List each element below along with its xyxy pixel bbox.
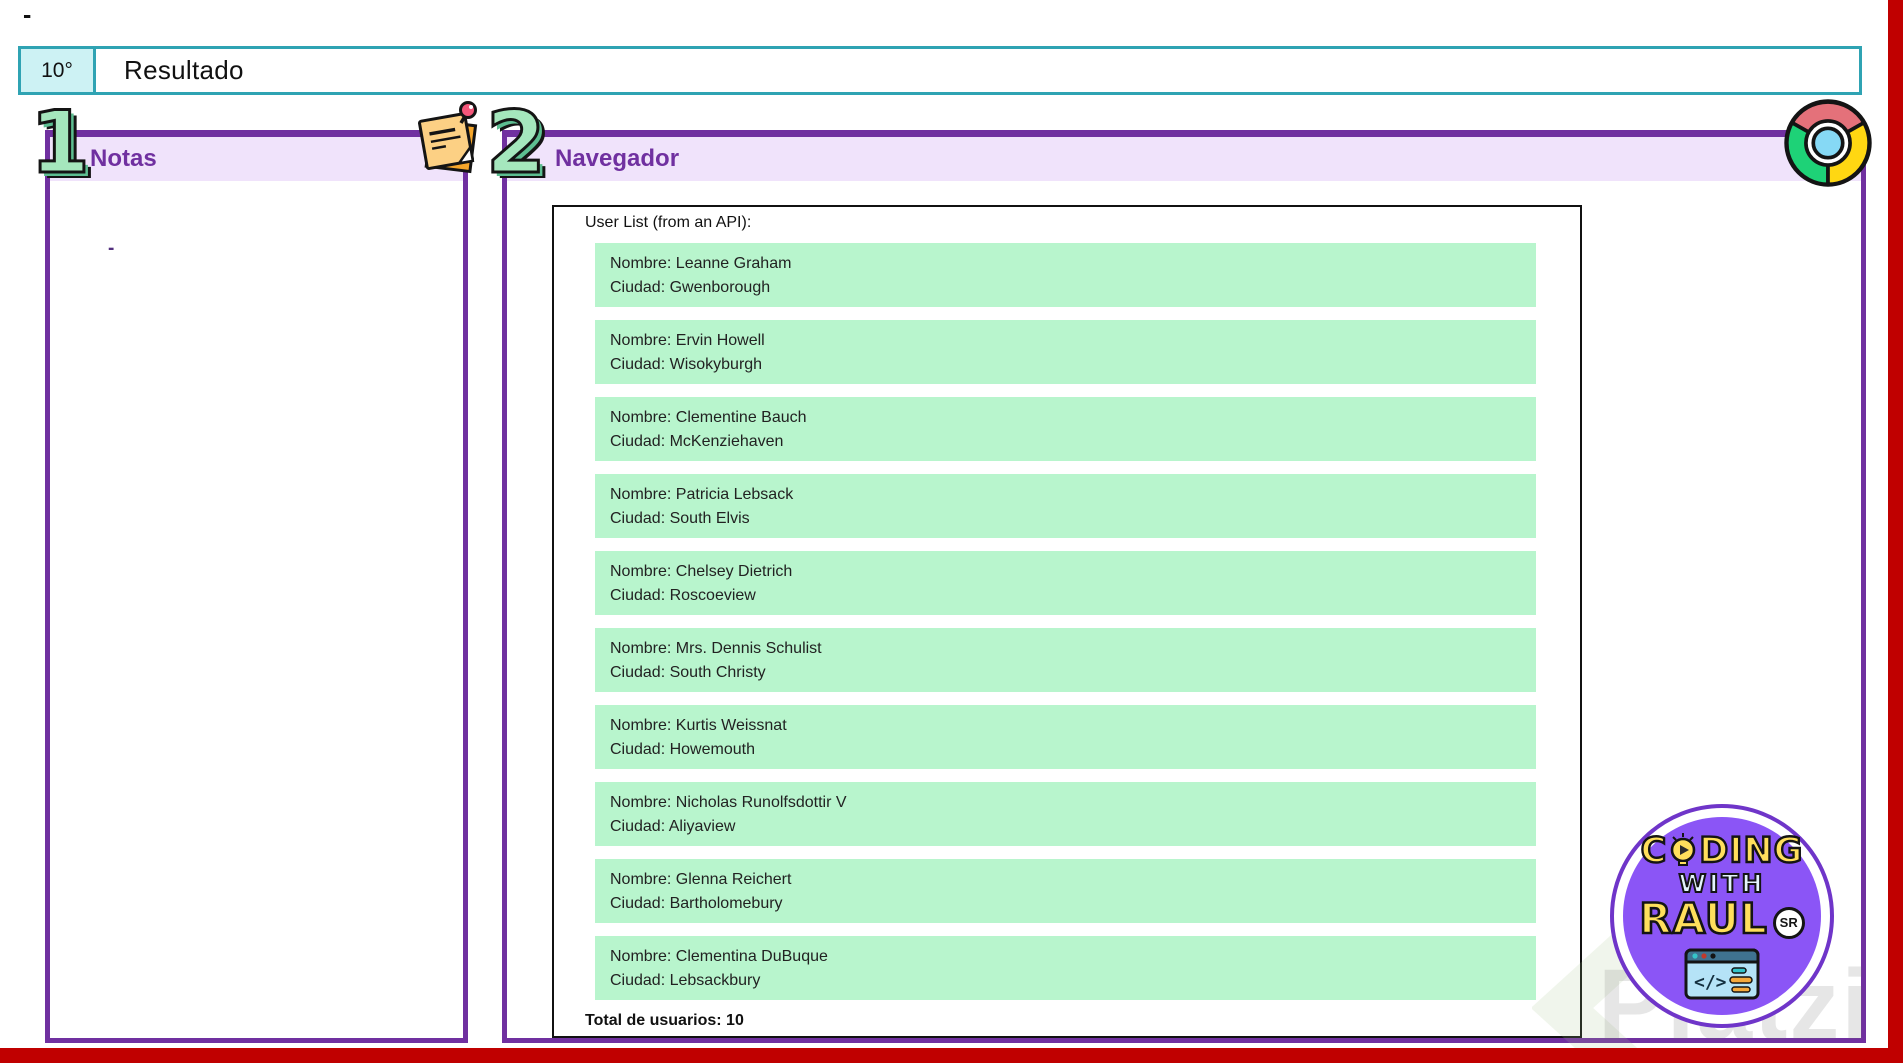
user-city: Ciudad: McKenziehaven bbox=[610, 433, 784, 450]
lightbulb-icon bbox=[1668, 832, 1698, 871]
user-city: Ciudad: Wisokyburgh bbox=[610, 356, 763, 373]
logo-coding-suffix: DING bbox=[1698, 830, 1804, 872]
frame-bottom-accent bbox=[0, 1048, 1903, 1063]
user-city: Ciudad: Bartholomebury bbox=[610, 895, 783, 912]
notas-content-dash[interactable]: - bbox=[108, 238, 115, 259]
coding-with-raul-logo: C DING WITH RAUL SR bbox=[1610, 804, 1834, 1028]
navegador-panel-title: Navegador bbox=[555, 145, 680, 172]
logo-word-raul: RAUL bbox=[1638, 893, 1768, 945]
user-list: Nombre: Leanne Graham Ciudad: Gwenboroug… bbox=[595, 243, 1536, 1013]
total-users-label: Total de usuarios: 10 bbox=[585, 1012, 744, 1029]
user-name: Nombre: Clementine Bauch bbox=[610, 409, 807, 426]
user-name: Nombre: Kurtis Weissnat bbox=[610, 717, 787, 734]
user-city: Ciudad: South Elvis bbox=[610, 510, 750, 527]
user-card: Nombre: Chelsey Dietrich Ciudad: Roscoev… bbox=[595, 551, 1536, 615]
logo-code-glyph: </> bbox=[1694, 972, 1727, 993]
browser-output-box: User List (from an API): Nombre: Leanne … bbox=[552, 205, 1582, 1038]
logo-coding-prefix: C bbox=[1639, 830, 1668, 872]
chrome-browser-icon bbox=[1782, 95, 1874, 196]
user-name: Nombre: Mrs. Dennis Schulist bbox=[610, 640, 822, 657]
notas-panel-title: Notas bbox=[90, 145, 157, 172]
user-name: Nombre: Chelsey Dietrich bbox=[610, 563, 793, 580]
navegador-number-badge: 2 bbox=[485, 93, 548, 193]
user-city: Ciudad: Gwenborough bbox=[610, 279, 771, 296]
logo-disc: C DING WITH RAUL SR bbox=[1623, 817, 1821, 1015]
user-card: Nombre: Clementine Bauch Ciudad: McKenzi… bbox=[595, 397, 1536, 461]
logo-word-raul-row: RAUL SR bbox=[1638, 893, 1805, 945]
user-city: Ciudad: South Christy bbox=[610, 664, 766, 681]
user-card: Nombre: Clementina DuBuque Ciudad: Lebsa… bbox=[595, 936, 1536, 1000]
code-window-icon: </> bbox=[1684, 948, 1760, 1005]
notas-panel: Notas bbox=[45, 130, 468, 1043]
user-city: Ciudad: Roscoeview bbox=[610, 587, 756, 604]
logo-sr-badge: SR bbox=[1772, 906, 1805, 939]
user-list-heading: User List (from an API): bbox=[585, 214, 752, 231]
frame-right-accent bbox=[1888, 0, 1903, 1063]
logo-outer-ring: C DING WITH RAUL SR bbox=[1610, 804, 1834, 1028]
logo-word-with: WITH bbox=[1678, 868, 1766, 899]
result-title-field[interactable]: Resultado bbox=[124, 55, 244, 85]
user-card: Nombre: Leanne Graham Ciudad: Gwenboroug… bbox=[595, 243, 1536, 307]
notas-number-badge: 1 bbox=[29, 93, 92, 193]
user-card: Nombre: Kurtis Weissnat Ciudad: Howemout… bbox=[595, 705, 1536, 769]
user-name: Nombre: Patricia Lebsack bbox=[610, 486, 794, 503]
result-badge: 10° bbox=[21, 49, 96, 92]
user-city: Ciudad: Lebsackbury bbox=[610, 972, 761, 989]
user-card: Nombre: Mrs. Dennis Schulist Ciudad: Sou… bbox=[595, 628, 1536, 692]
user-card: Nombre: Patricia Lebsack Ciudad: South E… bbox=[595, 474, 1536, 538]
user-card: Nombre: Ervin Howell Ciudad: Wisokyburgh bbox=[595, 320, 1536, 384]
user-name: Nombre: Clementina DuBuque bbox=[610, 948, 828, 965]
logo-word-coding: C DING bbox=[1639, 830, 1804, 872]
user-name: Nombre: Glenna Reichert bbox=[610, 871, 792, 888]
user-card: Nombre: Nicholas Runolfsdottir V Ciudad:… bbox=[595, 782, 1536, 846]
user-name: Nombre: Leanne Graham bbox=[610, 255, 792, 272]
user-name: Nombre: Nicholas Runolfsdottir V bbox=[610, 794, 847, 811]
user-name: Nombre: Ervin Howell bbox=[610, 332, 765, 349]
notas-panel-header: Notas bbox=[50, 135, 463, 181]
memo-icon bbox=[413, 99, 485, 184]
top-dash: - bbox=[23, 1, 32, 29]
result-bar: 10° Resultado bbox=[18, 46, 1862, 95]
user-city: Ciudad: Howemouth bbox=[610, 741, 755, 758]
navegador-panel-header: Navegador bbox=[507, 135, 1861, 181]
user-card: Nombre: Glenna Reichert Ciudad: Bartholo… bbox=[595, 859, 1536, 923]
user-city: Ciudad: Aliyaview bbox=[610, 818, 736, 835]
